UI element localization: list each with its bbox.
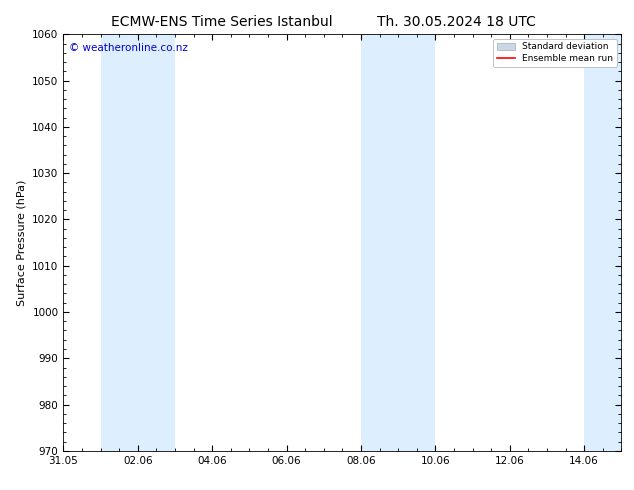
Y-axis label: Surface Pressure (hPa): Surface Pressure (hPa) — [16, 179, 27, 306]
Bar — [361, 34, 436, 451]
Bar — [584, 34, 621, 451]
Bar — [101, 34, 175, 451]
Text: ECMW-ENS Time Series Istanbul: ECMW-ENS Time Series Istanbul — [111, 15, 333, 29]
Text: Th. 30.05.2024 18 UTC: Th. 30.05.2024 18 UTC — [377, 15, 536, 29]
Text: © weatheronline.co.nz: © weatheronline.co.nz — [69, 43, 188, 52]
Legend: Standard deviation, Ensemble mean run: Standard deviation, Ensemble mean run — [493, 39, 617, 67]
